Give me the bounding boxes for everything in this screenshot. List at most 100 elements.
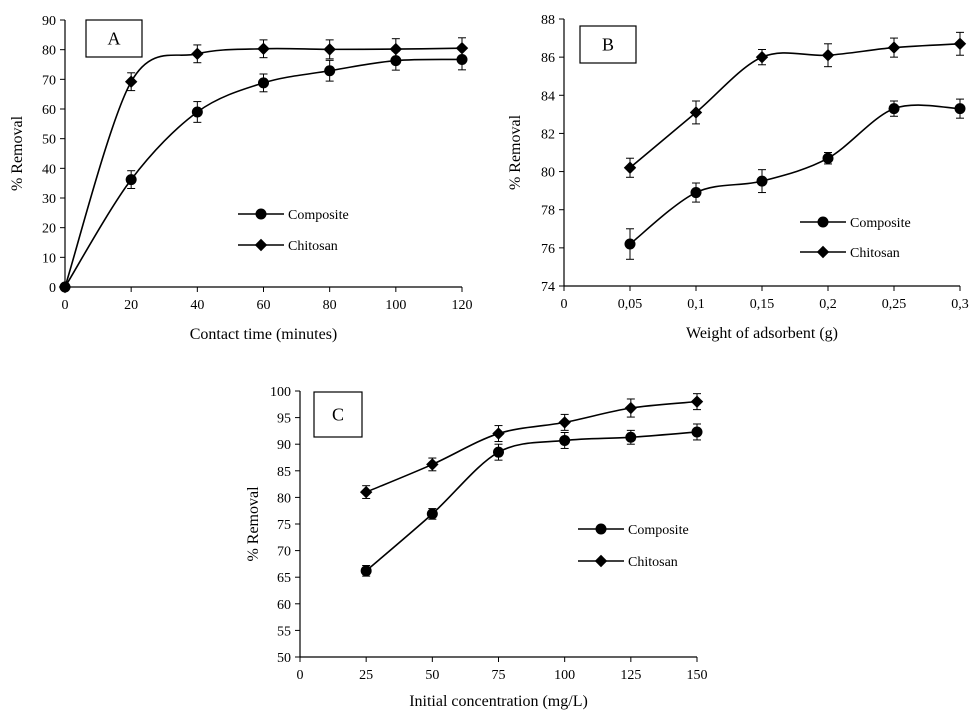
legend-label: Composite (288, 208, 349, 223)
x-tick-label: 0,05 (618, 297, 643, 312)
panel-label-box (313, 391, 363, 438)
diamond-marker (821, 49, 835, 62)
diamond-marker (690, 395, 704, 408)
x-tick-label: 100 (385, 298, 406, 313)
legend-label: Composite (628, 523, 689, 538)
y-tick-label: 60 (277, 598, 291, 613)
circle-marker (559, 434, 571, 446)
circle-marker (822, 152, 834, 164)
diamond-marker (124, 75, 138, 88)
y-tick-label: 88 (541, 13, 555, 28)
circle-marker (756, 175, 768, 187)
y-tick-label: 75 (277, 518, 291, 533)
x-tick-label: 60 (257, 298, 271, 313)
legend-entry-chitosan: Chitosan (578, 554, 678, 570)
diamond-marker (623, 161, 637, 174)
x-tick-label: 0 (62, 298, 69, 313)
diamond-marker (689, 106, 703, 119)
y-tick-label: 74 (541, 280, 555, 295)
y-tick-label: 100 (270, 385, 291, 400)
x-tick-label: 75 (492, 668, 506, 683)
x-tick-label: 20 (124, 298, 138, 313)
circle-marker (690, 187, 702, 199)
x-tick-label: 100 (554, 668, 575, 683)
diamond-marker (359, 485, 373, 499)
y-axis-title: % Removal (9, 115, 26, 191)
series-chitosan (58, 37, 469, 294)
diamond-marker (389, 42, 403, 56)
panel-label-box (579, 25, 637, 64)
legend-diamond-icon (254, 238, 268, 252)
diamond-marker (953, 37, 967, 50)
x-axis-title: Contact time (minutes) (190, 326, 338, 343)
diamond-marker (323, 43, 336, 56)
legend-diamond-icon (594, 554, 608, 568)
series-chitosan (359, 393, 704, 499)
legend-circle-icon (255, 208, 267, 220)
y-tick-label: 82 (541, 127, 555, 142)
legend-entry-composite: Composite (238, 208, 349, 223)
y-tick-label: 80 (541, 166, 555, 181)
x-tick-label: 25 (359, 668, 373, 683)
y-tick-label: 70 (42, 73, 56, 88)
circle-marker (456, 53, 468, 65)
y-tick-label: 76 (541, 242, 555, 257)
diamond-marker (755, 50, 769, 64)
y-tick-label: 90 (42, 14, 56, 29)
legend-label: Chitosan (850, 246, 900, 261)
y-tick-label: 80 (42, 44, 56, 59)
series-line (365, 431, 698, 572)
diamond-marker (191, 47, 204, 61)
x-tick-label: 80 (323, 298, 337, 313)
series-composite (59, 48, 468, 293)
diamond-marker (257, 42, 270, 55)
legend-label: Chitosan (288, 239, 338, 254)
y-tick-label: 30 (42, 192, 56, 207)
y-tick-label: 84 (541, 89, 555, 104)
legend-entry-chitosan: Chitosan (800, 245, 900, 261)
series-chitosan (623, 31, 967, 178)
circle-marker (691, 426, 703, 438)
circle-marker (426, 508, 438, 520)
y-tick-label: 50 (42, 133, 56, 148)
y-tick-label: 55 (277, 624, 291, 639)
circle-marker (624, 238, 636, 250)
legend-entry-composite: Composite (578, 523, 689, 538)
diamond-marker (455, 41, 469, 55)
y-tick-label: 95 (277, 412, 291, 427)
y-tick-label: 20 (42, 222, 56, 237)
legend-entry-chitosan: Chitosan (238, 238, 338, 254)
legend-circle-icon (595, 523, 607, 535)
circle-marker (191, 106, 203, 118)
x-axis-title: Weight of adsorbent (g) (686, 325, 838, 342)
legend-entry-composite: Composite (800, 216, 911, 231)
panel-c: 50 55 60 65 70 75 80 85 90 95 100 0 25 50 75 100 125 150 I… (245, 385, 708, 710)
series-line (365, 400, 698, 493)
panel-label: A (108, 29, 121, 49)
y-axis-title: % Removal (507, 114, 524, 190)
x-tick-label: 0 (561, 297, 568, 312)
diamond-marker (887, 41, 901, 54)
x-tick-label: 150 (687, 668, 708, 683)
x-tick-label: 0,15 (750, 297, 775, 312)
y-tick-label: 70 (277, 545, 291, 560)
diamond-marker (624, 401, 638, 415)
diamond-marker (58, 280, 72, 294)
circle-marker (493, 446, 504, 458)
y-tick-label: 0 (49, 281, 56, 296)
circle-marker (324, 65, 336, 77)
x-tick-label: 120 (452, 298, 473, 313)
series-composite (360, 423, 703, 577)
circle-marker (360, 565, 372, 577)
x-tick-label: 0,3 (951, 297, 969, 312)
legend-circle-icon (817, 216, 829, 228)
circle-marker (888, 103, 900, 115)
x-tick-label: 0,25 (882, 297, 907, 312)
y-tick-label: 90 (277, 438, 291, 453)
y-axis-title: % Removal (245, 486, 262, 562)
y-tick-label: 85 (277, 465, 291, 480)
x-tick-label: 0,2 (819, 297, 837, 312)
circle-marker (258, 77, 269, 89)
circle-marker (625, 431, 637, 443)
series-composite (624, 98, 966, 260)
